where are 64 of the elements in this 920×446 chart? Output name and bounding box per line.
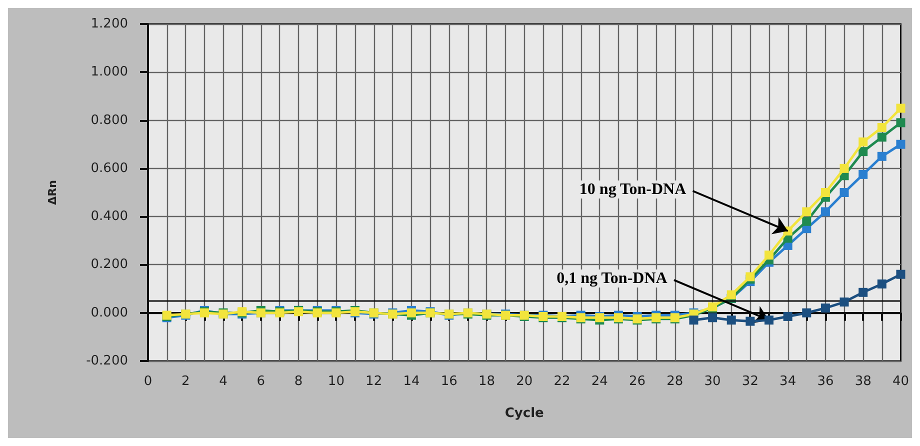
point: [802, 308, 812, 318]
x-tick-label: 8: [294, 374, 303, 389]
point: [783, 312, 792, 321]
point: [406, 308, 416, 318]
point: [764, 250, 774, 260]
point: [764, 316, 774, 325]
x-tick-label: 32: [742, 374, 758, 389]
y-tick-label: 0.400: [90, 209, 128, 224]
point: [858, 147, 868, 156]
x-axis-title: Cycle: [504, 406, 544, 421]
point: [820, 207, 830, 216]
x-tick-label: 0: [144, 374, 152, 389]
x-tick-label: 16: [440, 374, 458, 389]
x-tick-label: 36: [817, 374, 834, 389]
x-tick-label: 2: [181, 374, 190, 389]
x-tick-label: 26: [629, 374, 646, 389]
point: [840, 188, 849, 197]
y-tick-label: -0.200: [86, 354, 128, 368]
y-axis-title: ΔRn: [46, 180, 59, 205]
point: [802, 207, 812, 216]
x-tick-label: 6: [256, 374, 266, 389]
point: [896, 140, 906, 149]
point: [877, 123, 886, 132]
x-tick-label: 28: [666, 374, 684, 389]
point: [877, 132, 886, 142]
point: [840, 164, 849, 173]
point: [726, 290, 736, 300]
x-tick-label: 14: [403, 374, 420, 389]
point: [746, 272, 755, 282]
x-tick-label: 40: [892, 374, 909, 389]
x-tick-label: 12: [366, 374, 382, 389]
x-tick-label: 22: [554, 374, 570, 389]
point: [689, 316, 698, 325]
point: [820, 188, 830, 197]
x-tick-label: 38: [854, 374, 872, 389]
y-tick-label: 0.800: [90, 112, 128, 128]
x-tick-label: 18: [478, 374, 495, 389]
x-tick-label: 24: [591, 374, 608, 389]
point: [896, 270, 906, 279]
point: [708, 313, 718, 322]
x-tick-label: 20: [516, 374, 533, 389]
point: [840, 298, 849, 307]
x-tick-label: 4: [219, 374, 228, 389]
y-tick-label: 0.200: [90, 257, 128, 272]
x-tick-label: 30: [704, 374, 721, 389]
point: [858, 288, 868, 297]
annotation: 10 ng Ton-DNA: [579, 180, 687, 198]
y-tick-label: 1.200: [90, 16, 128, 32]
point: [877, 152, 886, 161]
point: [726, 316, 736, 325]
point: [896, 118, 906, 128]
y-tick-label: 1.000: [90, 64, 128, 80]
x-tick-label: 34: [780, 374, 796, 389]
point: [746, 316, 755, 326]
annotation: 0,1 ng Ton-DNA: [556, 270, 668, 288]
point: [820, 304, 830, 313]
y-tick-label: 0.000: [90, 305, 128, 320]
x-tick-label: 10: [328, 374, 344, 389]
point: [877, 279, 886, 288]
point: [896, 104, 906, 113]
y-tick-label: 0.600: [90, 160, 128, 176]
point: [802, 216, 812, 226]
point: [858, 137, 868, 146]
point: [858, 170, 868, 179]
